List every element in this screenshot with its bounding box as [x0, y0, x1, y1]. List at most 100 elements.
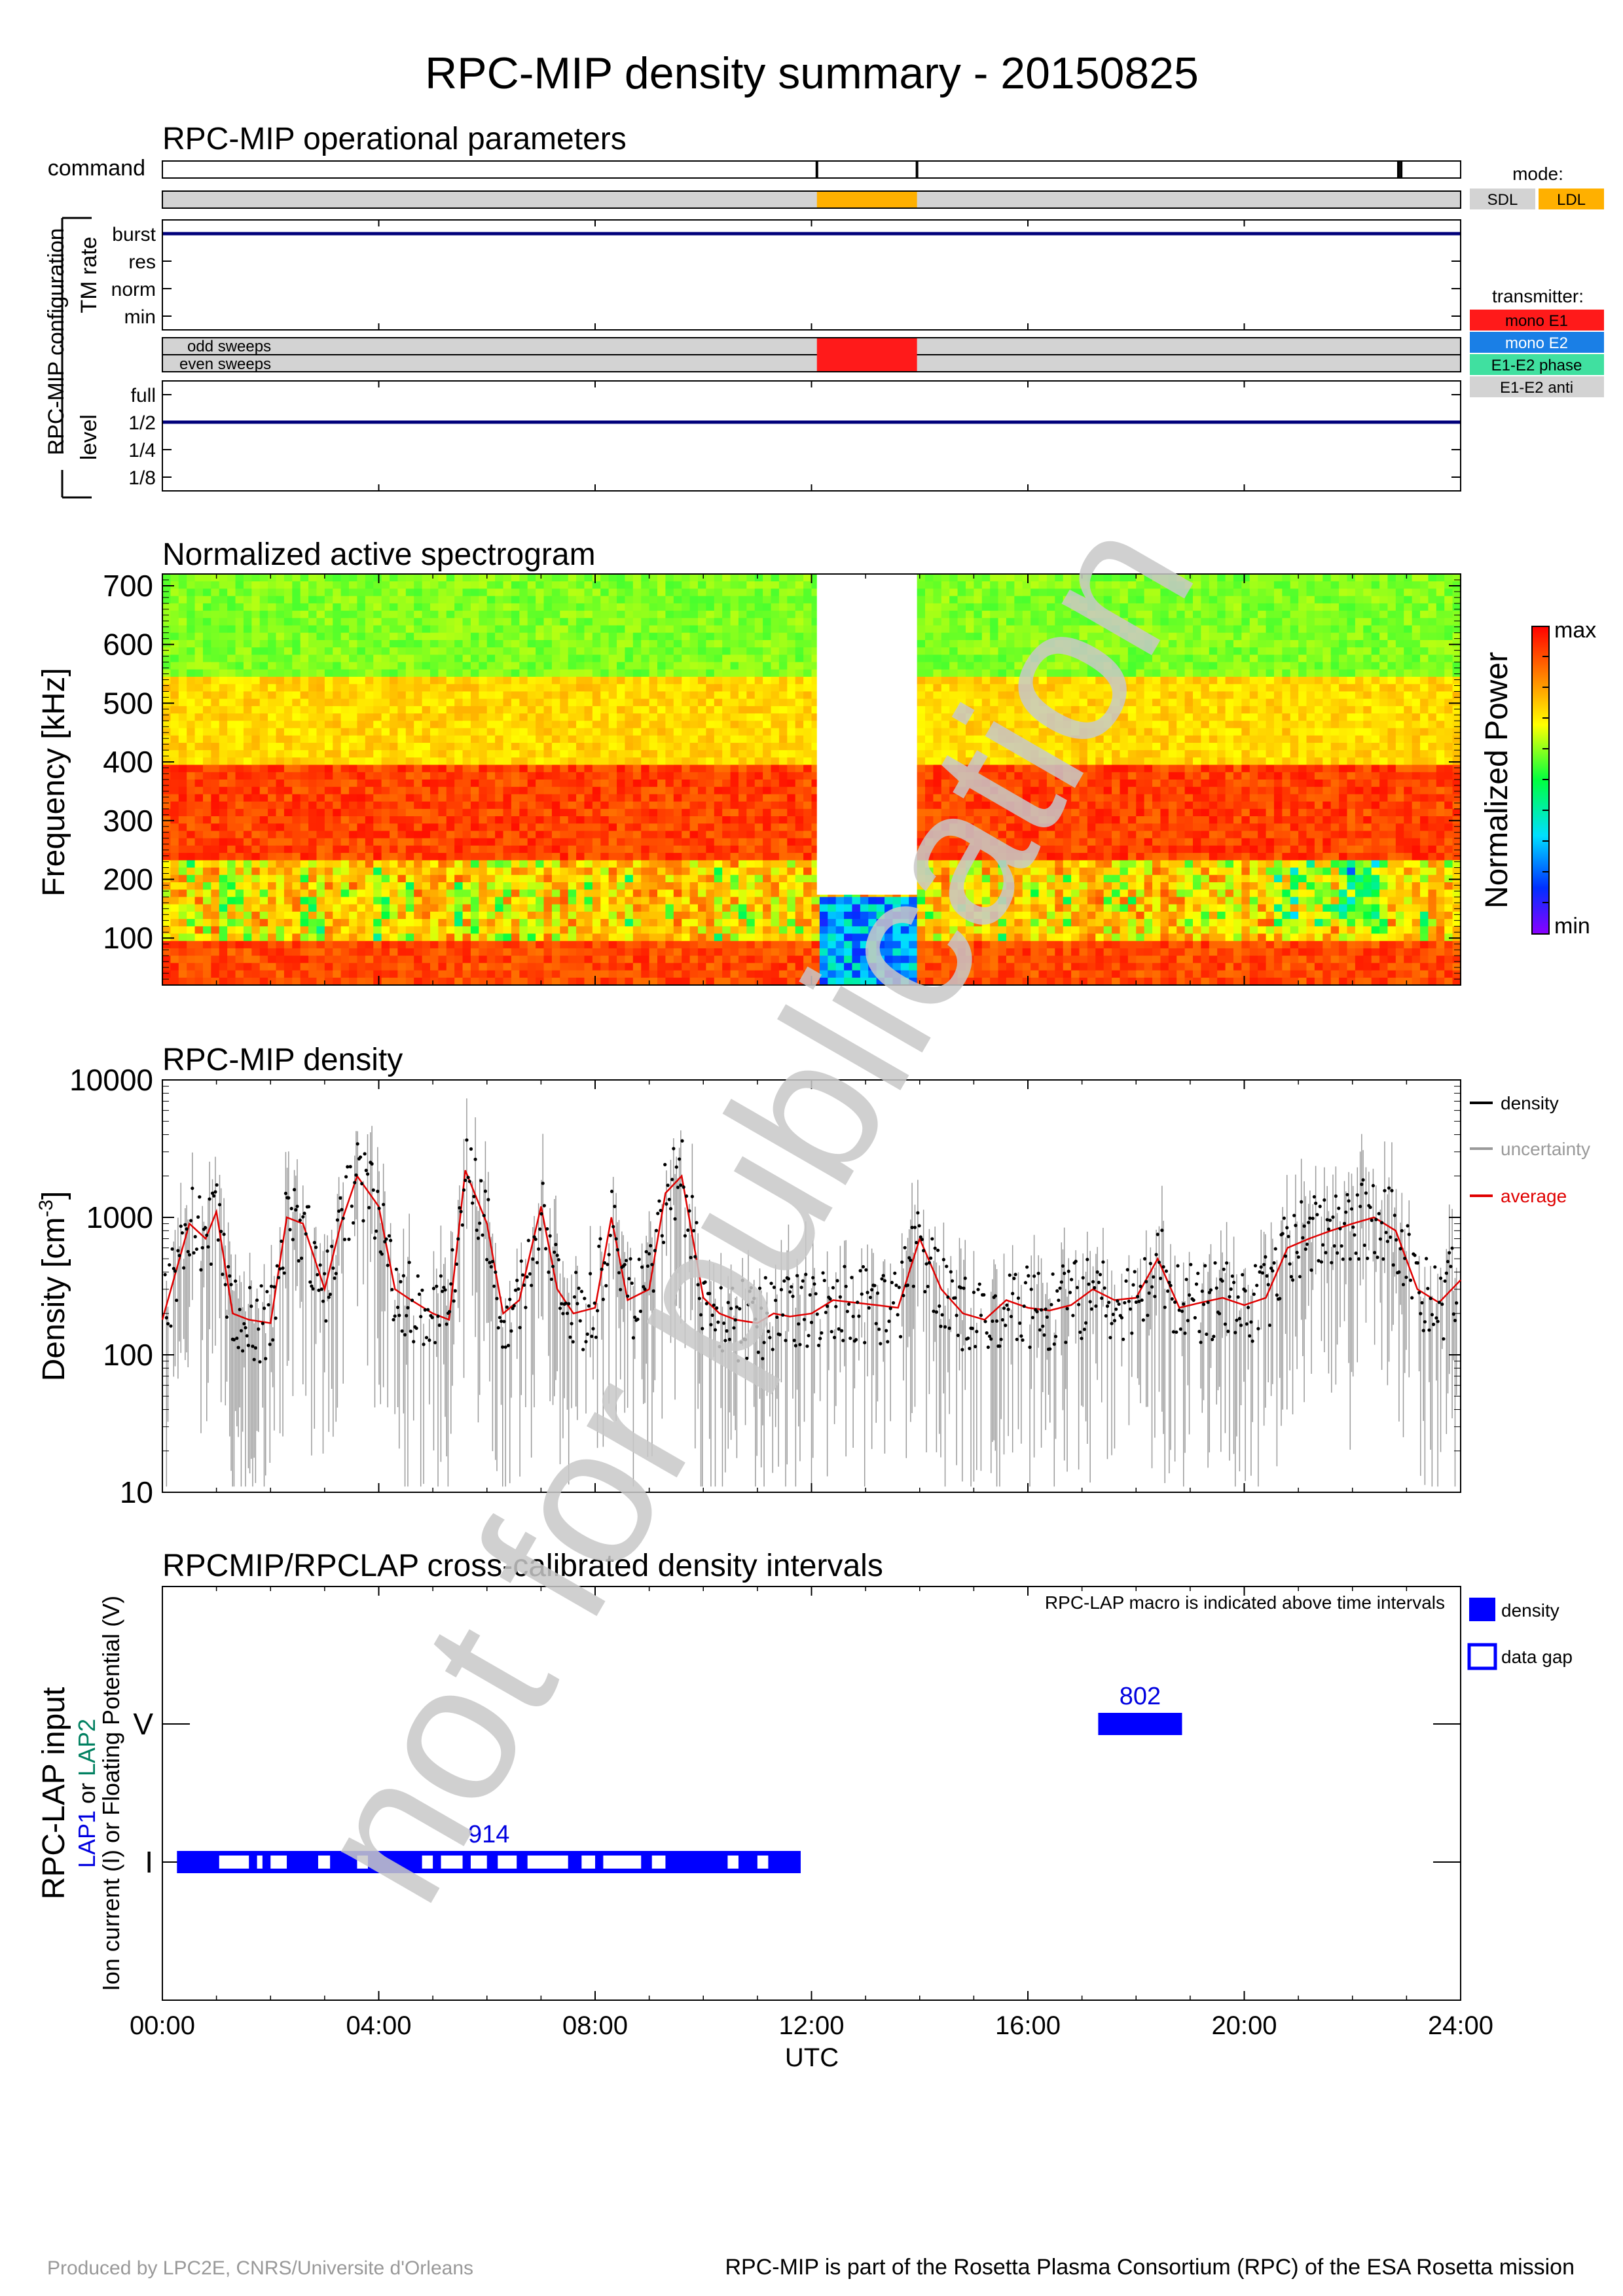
spectrogram-cell: [552, 699, 560, 707]
spectrogram-cell: [316, 618, 325, 626]
spectrogram-cell: [341, 919, 350, 927]
spectrogram-cell: [268, 860, 276, 868]
spectrogram-cell: [787, 772, 795, 780]
spectrogram-cell: [316, 765, 325, 773]
spectrogram-cell: [755, 919, 763, 927]
spectrogram-cell: [365, 721, 374, 728]
spectrogram-cell: [560, 662, 568, 670]
spectrogram-cell: [365, 853, 374, 861]
spectrogram-cell: [649, 706, 658, 714]
spectrogram-cell: [316, 706, 325, 714]
spectrogram-cell: [414, 655, 422, 662]
spectrogram-cell: [333, 691, 341, 699]
spectrogram-cell: [382, 882, 390, 890]
spectrogram-cell: [162, 721, 171, 728]
spectrogram-cell: [787, 596, 795, 604]
spectrogram-cell: [665, 889, 674, 897]
spectrogram-cell: [349, 670, 357, 677]
spectrogram-cell: [690, 640, 699, 648]
spectrogram-cell: [301, 941, 309, 949]
spectrogram-cell: [211, 655, 219, 662]
spectrogram-cell: [795, 882, 804, 890]
spectrogram-cell: [373, 831, 382, 839]
spectrogram-cell: [649, 816, 658, 824]
spectrogram-cell: [236, 963, 244, 971]
spectrogram-cell: [251, 728, 260, 736]
spectrogram-cell: [487, 670, 496, 677]
spectrogram-cell: [268, 633, 276, 641]
spectrogram-cell: [430, 772, 439, 780]
spectrogram-cell: [503, 912, 512, 920]
spectrogram-cell: [763, 647, 771, 655]
spectrogram-cell: [576, 684, 585, 692]
spectrogram-cell: [179, 948, 187, 956]
spectrogram-cell: [195, 823, 204, 831]
ops-title: RPC-MIP operational parameters: [162, 122, 627, 156]
spectrogram-cell: [584, 684, 593, 692]
spectrogram-cell: [739, 581, 747, 589]
spectrogram-cell: [406, 802, 414, 810]
spectrogram-cell: [260, 677, 268, 685]
spectrogram-cell: [511, 691, 520, 699]
spectrogram-cell: [244, 831, 252, 839]
spectrogram-cell: [641, 743, 649, 751]
spectrogram-cell: [633, 905, 642, 912]
spectrogram-cell: [211, 905, 219, 912]
spectrogram-cell: [438, 897, 447, 905]
spectrogram-cell: [227, 889, 236, 897]
spectrogram-cell: [308, 802, 317, 810]
spectrogram-cell: [471, 581, 479, 589]
spectrogram-cell: [308, 787, 317, 795]
spectrogram-cell: [187, 647, 195, 655]
spectrogram-cell: [495, 905, 503, 912]
spectrogram-cell: [325, 875, 333, 883]
spectrogram-cell: [568, 956, 577, 963]
spectrogram-cell: [414, 633, 422, 641]
spectrogram-cell: [617, 978, 625, 986]
spectrogram-cell: [511, 772, 520, 780]
spectrogram-cell: [471, 846, 479, 853]
spectrogram-cell: [568, 757, 577, 765]
spectrogram-cell: [227, 948, 236, 956]
spectrogram-cell: [479, 816, 487, 824]
spectrogram-cell: [219, 971, 228, 978]
spectrogram-cell: [657, 721, 666, 728]
spectrogram-cell: [503, 831, 512, 839]
spectrogram-cell: [609, 750, 617, 758]
spectrogram-cell: [414, 581, 422, 589]
spectrogram-cell: [382, 603, 390, 611]
spectrogram-cell: [600, 794, 609, 802]
spectrogram-cell: [731, 713, 739, 721]
spectrogram-cell: [316, 611, 325, 619]
spectrogram-cell: [292, 618, 301, 626]
spectrogram-cell: [284, 912, 293, 920]
spectrogram-cell: [195, 941, 204, 949]
spectrogram-cell: [170, 823, 179, 831]
spectrogram-cell: [447, 919, 455, 927]
spectrogram-cell: [593, 860, 601, 868]
spectrogram-cell: [706, 574, 714, 582]
spectrogram-cell: [722, 574, 731, 582]
spectrogram-cell: [479, 780, 487, 787]
spectrogram-cell: [219, 699, 228, 707]
spectrogram-cell: [779, 765, 788, 773]
spectrogram-cell: [584, 875, 593, 883]
spectrogram-cell: [471, 809, 479, 817]
spectrogram-cell: [511, 728, 520, 736]
spectrogram-cell: [316, 941, 325, 949]
spectrogram-cell: [568, 831, 577, 839]
spectrogram-cell: [301, 728, 309, 736]
spectrogram-cell: [276, 956, 285, 963]
spectrogram-cell: [170, 772, 179, 780]
spectrogram-cell: [284, 677, 293, 685]
spectrogram-cell: [301, 853, 309, 861]
spectrogram-cell: [365, 757, 374, 765]
spectrogram-cell: [236, 677, 244, 685]
spectrogram-cell: [755, 963, 763, 971]
spectrogram-cell: [722, 780, 731, 787]
spectrogram-cell: [406, 611, 414, 619]
spectrogram-cell: [755, 794, 763, 802]
spectrogram-cell: [390, 794, 398, 802]
spectrogram-cell: [698, 721, 706, 728]
spectrogram-cell: [698, 956, 706, 963]
